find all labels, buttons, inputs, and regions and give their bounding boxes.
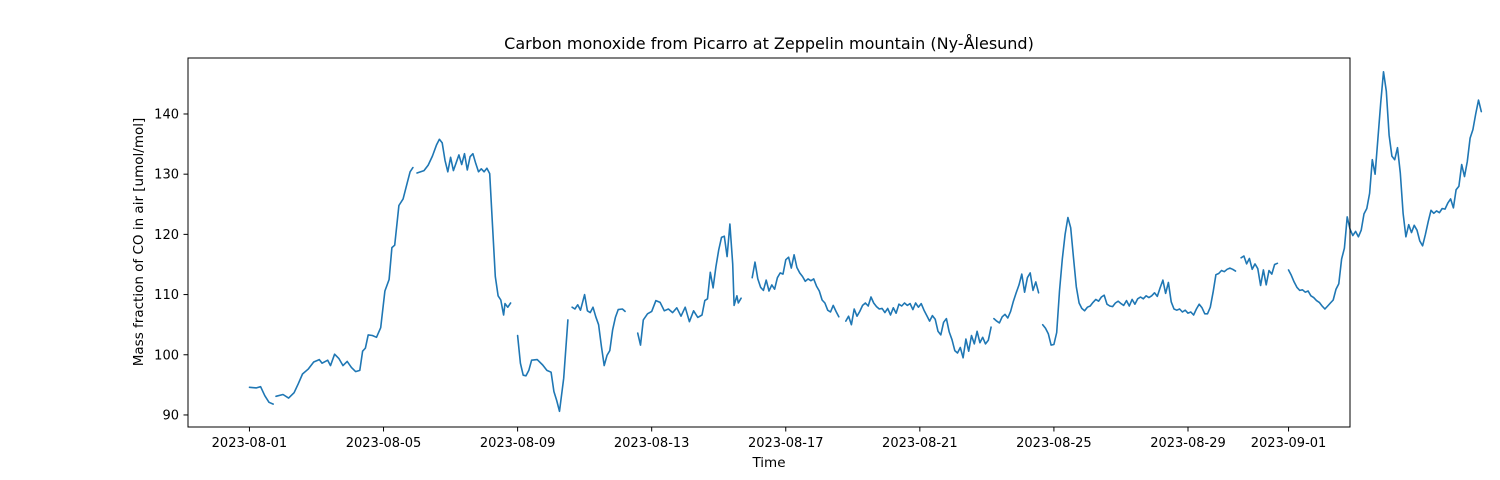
y-tick-label: 100 (154, 348, 179, 363)
x-tick-label: 2023-09-01 (1251, 436, 1327, 451)
plot-frame (187, 57, 1351, 428)
x-tick-label: 2023-08-13 (614, 436, 690, 451)
y-axis-label: Mass fraction of CO in air [umol/mol] (131, 118, 147, 367)
y-tick-label: 140 (154, 107, 179, 122)
x-tick-label: 2023-08-17 (748, 436, 824, 451)
y-axis-ticks: 90 100 110 120 130 140 (154, 107, 188, 423)
series-line-segment (844, 296, 992, 359)
x-tick-label: 2023-08-25 (1016, 436, 1092, 451)
x-tick-label: 2023-08-05 (346, 436, 422, 451)
y-tick-label: 90 (162, 408, 179, 423)
series-line-segment (636, 223, 742, 346)
series-line-segment (571, 293, 626, 367)
series-line-segment (1287, 71, 1483, 310)
series-line-segment (751, 254, 840, 318)
co-series (248, 71, 1483, 413)
y-tick-label: 110 (154, 288, 179, 303)
x-tick-label: 2023-08-21 (882, 436, 958, 451)
series-line-segment (1240, 255, 1279, 287)
series-line-segment (516, 319, 569, 413)
series-line-segment (275, 166, 414, 399)
x-axis-label: Time (751, 455, 785, 471)
series-line-segment (416, 138, 512, 316)
series-line-segment (993, 272, 1040, 324)
x-axis-ticks: 2023-08-01 2023-08-05 2023-08-09 2023-08-13… (212, 427, 1327, 451)
series-line-segment (1041, 216, 1237, 346)
series-line-segment (248, 385, 275, 405)
chart-title: Carbon monoxide from Picarro at Zeppelin… (504, 34, 1034, 53)
x-tick-label: 2023-08-09 (480, 436, 556, 451)
y-tick-label: 120 (154, 228, 179, 243)
y-tick-label: 130 (154, 168, 179, 183)
x-tick-label: 2023-08-01 (212, 436, 288, 451)
x-tick-label: 2023-08-29 (1150, 436, 1226, 451)
